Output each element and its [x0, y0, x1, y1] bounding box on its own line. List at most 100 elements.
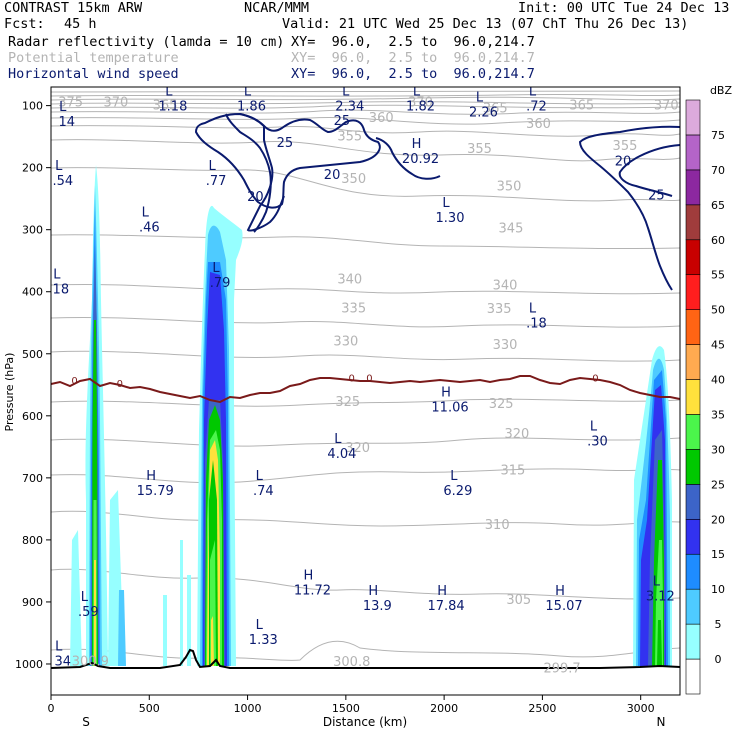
colorbar-level: 15 [711, 548, 725, 561]
theta-label: 345 [499, 221, 524, 236]
freezing-level-label: 0 [349, 373, 355, 384]
extremum-type: L [529, 84, 537, 99]
extremum-value: .54 [52, 174, 73, 189]
colorbar-level: 75 [711, 129, 725, 142]
plot-frame [50, 86, 681, 696]
theta-label: 370 [103, 96, 128, 111]
extremum-type: L [442, 196, 450, 211]
extremum-type: L [142, 205, 150, 220]
extremum-value: .46 [139, 220, 160, 235]
colorbar-level: 20 [711, 513, 725, 526]
colorbar-swatch [685, 169, 701, 206]
theta-label: 325 [335, 395, 360, 410]
y-tick-label: 500 [22, 348, 43, 361]
theta-label: 360 [369, 111, 394, 126]
colorbar-level: 5 [715, 618, 722, 631]
colorbar-level: 65 [711, 199, 725, 212]
wind-label: 20 [615, 154, 632, 169]
colorbar-swatch [685, 414, 701, 450]
theta-label: 300.8 [333, 655, 370, 670]
extremum-value: .77 [206, 174, 227, 189]
extremum-type: L [590, 419, 598, 434]
contour-labels: 375 370 365 360 370 365 360 365 370 355 355 355 350 3… [58, 96, 678, 677]
y-tick-label: 300 [22, 224, 43, 237]
extremum-value: 2.34 [335, 99, 364, 114]
extremum-type: H [555, 584, 565, 599]
field-xy-theta: XY= 96.0, 2.5 to 96.0,214.7 [291, 50, 535, 66]
extremum-value: 15.79 [137, 484, 174, 499]
y-tick-label: 600 [22, 410, 43, 423]
colorbar-swatch [685, 623, 701, 660]
theta-label: 299.7 [543, 661, 580, 676]
colorbar-swatch [685, 134, 701, 171]
colorbar-level: 25 [711, 478, 725, 491]
extremum-type: L [413, 84, 421, 99]
wind-label: 25 [277, 136, 294, 151]
extremum-value: .72 [526, 99, 547, 114]
extremum-type: H [304, 568, 314, 583]
extremum-value: 20.92 [402, 152, 439, 167]
extremum-type: H [412, 137, 422, 152]
x-tick-label: 1000 [234, 702, 262, 715]
field-name-theta: Potential temperature [8, 50, 179, 66]
colorbar-level: 30 [711, 443, 725, 456]
colorbar-level: 45 [711, 339, 725, 352]
extremum-value: .30 [587, 434, 608, 449]
field-xy-wind: XY= 96.0, 2.5 to 96.0,214.7 [291, 66, 535, 82]
colorbar-level: 50 [711, 304, 725, 317]
extremum-type: L [81, 590, 89, 605]
extremum-value: 11.06 [431, 400, 468, 415]
theta-label: 355 [337, 130, 362, 145]
colorbar-unit: dBZ [710, 84, 733, 97]
theta-label: 350 [341, 172, 366, 187]
theta-label: 360 [526, 117, 551, 132]
freezing-level-label: 0 [71, 376, 77, 387]
extremum-type: L [208, 159, 216, 174]
extremum-type: H [146, 469, 156, 484]
colorbar-swatch [685, 553, 701, 590]
colorbar-swatch [685, 274, 701, 310]
extremum-type: L [55, 640, 63, 655]
theta-label: 365 [569, 99, 594, 114]
theta-label: 325 [489, 397, 514, 412]
extremum-type: L [476, 91, 484, 106]
colorbar-swatch [685, 449, 701, 485]
extremum-value: 1.30 [436, 211, 465, 226]
extremum-type: L [53, 267, 61, 282]
extremum-type: H [437, 584, 447, 599]
wind-label: 20 [247, 190, 264, 205]
x-tick-label: 1500 [332, 702, 360, 715]
extremum-value: 3.12 [646, 590, 675, 605]
theta-label: 330 [333, 334, 358, 349]
wind-label: 25 [334, 114, 351, 129]
colorbar-swatch [685, 204, 701, 241]
theta-contours [51, 90, 680, 661]
reflectivity-fill [70, 165, 672, 666]
colorbar-swatch [685, 588, 701, 625]
extrema-labels: L1.18L1.86L2.34L1.82L2.26L.72L14H20.92L.… [52, 84, 675, 670]
extremum-type: L [450, 469, 458, 484]
extremum-type: H [368, 584, 378, 599]
wind-label: 20 [324, 168, 341, 183]
extremum-value: 18 [53, 282, 70, 297]
theta-label: 315 [501, 463, 526, 478]
extremum-type: L [529, 302, 537, 317]
y-tick-label: 200 [22, 162, 43, 175]
theta-label: 320 [504, 427, 529, 442]
colorbar-level: 40 [711, 374, 725, 387]
theta-label: 340 [493, 279, 518, 294]
extremum-value: 1.82 [406, 99, 435, 114]
colorbar-level: 10 [711, 583, 725, 596]
extremum-value: 4.04 [327, 447, 356, 462]
y-tick-label: 700 [22, 472, 43, 485]
extremum-type: H [441, 385, 451, 400]
extremum-value: 6.29 [443, 484, 472, 499]
extremum-value: 17.84 [427, 599, 464, 614]
extremum-value: 1.18 [158, 99, 187, 114]
extremum-value: .79 [210, 276, 231, 291]
extremum-type: L [244, 84, 252, 99]
theta-label: 305 [506, 593, 531, 608]
theta-label: 370 [408, 96, 433, 111]
